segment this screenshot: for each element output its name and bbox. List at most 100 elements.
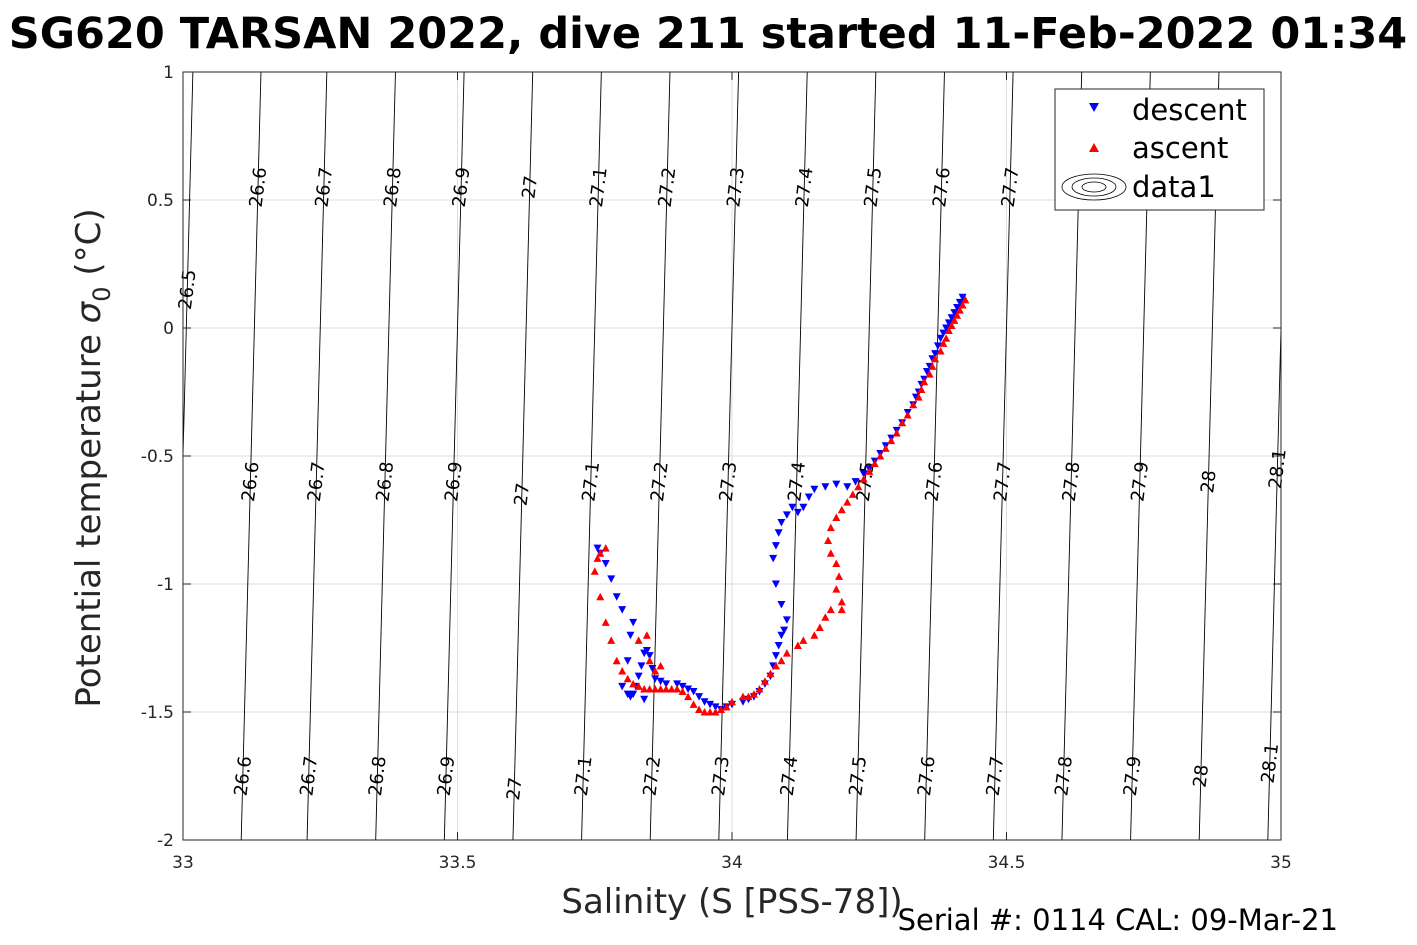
contour-label-text: 27: [503, 776, 527, 801]
descent-point: [607, 575, 616, 583]
ascent-point: [695, 705, 704, 713]
x-axis-ticks: 33 33.5 34 34.5 35: [172, 72, 1292, 873]
y-axis-label: Potential temperature σ0 (°C): [69, 208, 116, 707]
contour-label-text: 26.7: [312, 166, 338, 208]
contour-label-text: 26.8: [365, 755, 391, 797]
ascent-point: [870, 459, 879, 468]
ascent-point: [744, 692, 753, 701]
contour-label: 28: [1197, 469, 1221, 494]
y-axis-label-subscript: 0: [88, 286, 116, 301]
contour-line: [581, 72, 602, 840]
x-tick-label: 34.5: [988, 853, 1026, 873]
ascent-point: [749, 690, 758, 698]
ascent-point: [950, 316, 959, 324]
ascent-point: [898, 418, 907, 427]
ascent-point: [706, 708, 715, 716]
contour-label-text: 26.9: [449, 166, 475, 208]
x-tick-label: 33: [172, 853, 194, 873]
descent-point: [777, 519, 786, 527]
contour-label: 27.2: [655, 166, 681, 208]
contour-label: 27.7: [983, 755, 1009, 797]
serial-cal-footer: Serial #: 0114 CAL: 09-Mar-21: [898, 903, 1338, 937]
ascent-point: [673, 684, 682, 693]
descent-point: [700, 698, 709, 706]
contour-label-text: 27.2: [639, 755, 665, 797]
descent-point: [774, 641, 783, 650]
ascent-point: [909, 400, 918, 409]
ascent-point: [642, 631, 651, 639]
contour-label: 27.6: [929, 166, 955, 208]
contour-label: 27.7: [998, 166, 1024, 208]
ascent-point: [607, 636, 616, 644]
ascent-point: [684, 692, 693, 701]
legend-box: [1054, 88, 1265, 211]
descent-point: [851, 478, 860, 486]
y-axis-label-main: Potential temperature: [69, 323, 109, 707]
descent-point: [859, 470, 868, 478]
ascent-point: [623, 674, 632, 683]
contour-label-text: 27.3: [723, 166, 749, 208]
ascent-point: [651, 667, 660, 675]
contour-label: 26.9: [434, 755, 460, 797]
contour-label-text: 27.5: [861, 166, 887, 208]
density-contour-labels: 26.5 26.6 26.6 26.6 26.7 26.7 26.7 26.8 26.8 26.8…: [175, 166, 1291, 801]
descent-point: [942, 324, 951, 332]
contour-label: 28: [1190, 763, 1214, 788]
ascent-point: [925, 370, 934, 378]
descent-point: [799, 503, 808, 512]
chart-title: SG620 TARSAN 2022, dive 211 started 11-F…: [9, 9, 1407, 59]
contour-line: [443, 72, 465, 840]
ascent-point: [760, 677, 769, 685]
ascent-point: [771, 661, 780, 670]
ascent-point: [947, 321, 956, 329]
descent-point: [645, 652, 654, 660]
ascent-point: [810, 631, 819, 639]
descent-point: [612, 593, 621, 601]
descent-point: [623, 690, 632, 699]
contour-label-text: 26.6: [246, 166, 272, 208]
descent-point: [950, 309, 959, 317]
legend: descent ascent data1: [1054, 88, 1265, 211]
ascent-point: [892, 428, 901, 437]
ascent-point: [826, 605, 835, 614]
descent-point: [810, 485, 819, 494]
contour-label: 27.1: [586, 166, 612, 208]
contour-label-text: 27.2: [647, 460, 673, 502]
contour-label-text: 27.8: [1051, 755, 1077, 797]
ascent-point: [865, 467, 874, 475]
ascent-point: [678, 687, 687, 696]
contour-label: 26.7: [312, 166, 338, 208]
contour-label-text: 27.3: [716, 460, 742, 502]
x-tick-label: 33.5: [439, 853, 477, 873]
descent-point: [706, 700, 715, 709]
ascent-point: [717, 705, 726, 713]
ascent-point: [662, 684, 671, 693]
ascent-point: [651, 684, 660, 693]
contour-label: 28.1: [1265, 448, 1291, 490]
descent-point: [793, 508, 802, 517]
contour-label-text: 27.6: [914, 755, 940, 797]
contour-label-text: 27.4: [777, 755, 803, 797]
descent-point: [958, 293, 967, 302]
contour-line: [512, 72, 534, 840]
legend-ascent-marker: [1089, 143, 1099, 152]
contour-label-text: 26.8: [380, 166, 406, 208]
ascent-point: [832, 513, 841, 521]
ascent-point: [821, 613, 830, 621]
contour-label-text: 26.7: [304, 460, 330, 502]
contour-label-text: 27.8: [1059, 460, 1085, 502]
ascent-point: [958, 300, 967, 309]
ascent-point: [917, 385, 926, 393]
contour-label-text: 27: [518, 175, 542, 200]
ascent-point: [793, 641, 802, 649]
ascent-point: [824, 536, 833, 544]
ascent-point: [645, 684, 654, 693]
ascent-point: [837, 605, 846, 614]
descent-point: [651, 675, 660, 683]
contour-label: 26.9: [441, 460, 467, 502]
ascent-point: [634, 682, 643, 690]
ascent-point: [903, 411, 912, 419]
y-axis-ticks: -2 -1.5 -1 -0.5 0 0.5 1: [141, 63, 1281, 851]
descent-point: [939, 329, 948, 338]
contour-label: 26.7: [304, 460, 330, 502]
